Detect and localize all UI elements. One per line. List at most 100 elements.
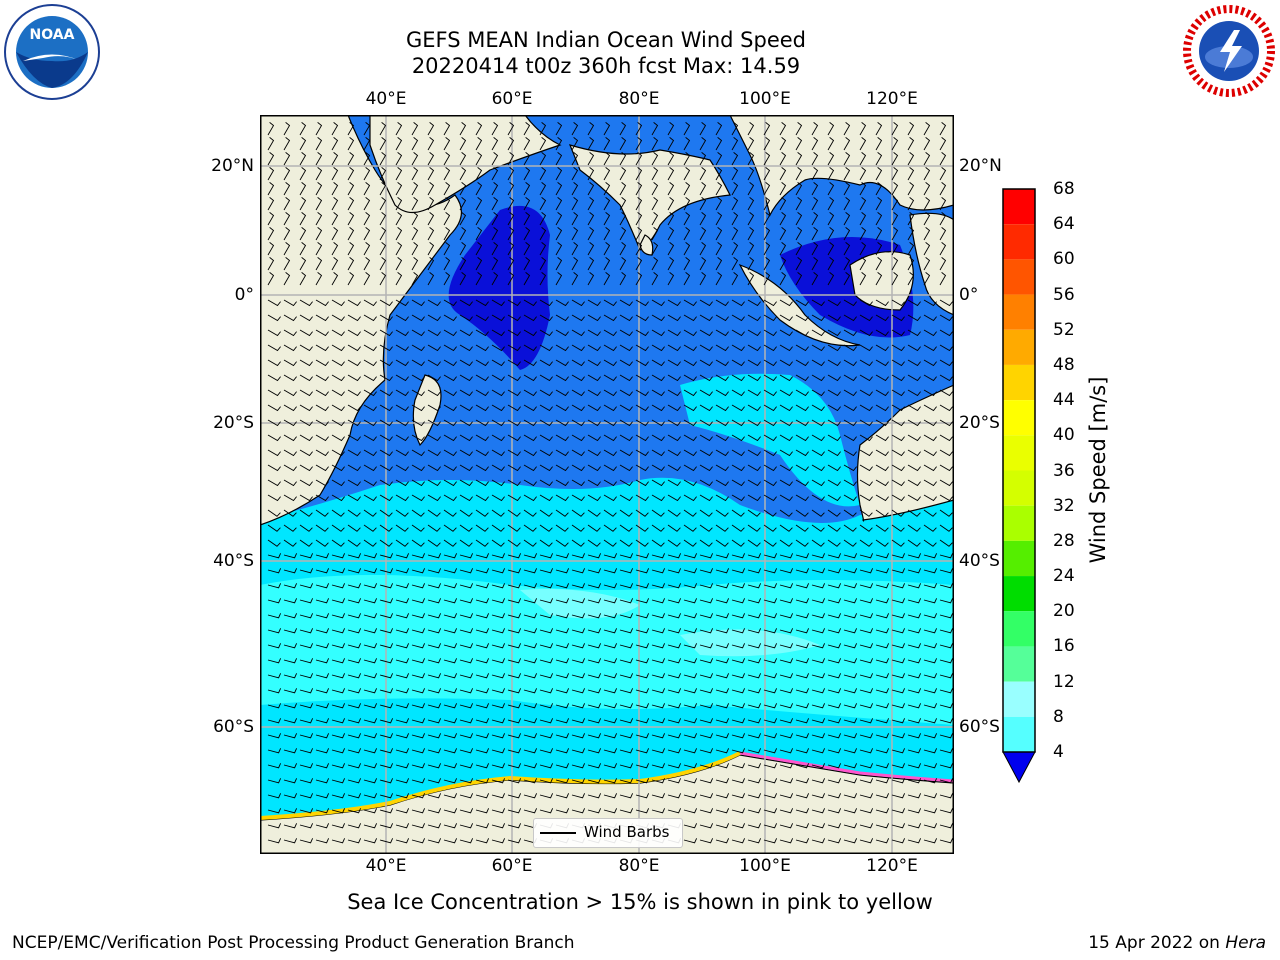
wind-barb xyxy=(427,227,435,241)
wind-barb xyxy=(331,212,339,226)
wind-barb xyxy=(875,524,889,532)
wind-barb xyxy=(779,808,794,814)
wind-barb xyxy=(907,568,922,574)
wind-barb xyxy=(939,299,953,307)
wind-barb xyxy=(939,553,954,559)
wind-barb xyxy=(523,568,538,574)
wind-barb xyxy=(539,152,547,166)
wind-barb xyxy=(939,823,954,829)
wind-barb xyxy=(683,314,697,322)
wind-barb xyxy=(555,613,570,619)
wind-barb xyxy=(635,242,643,256)
wind-barb xyxy=(379,374,393,382)
wind-barb xyxy=(315,314,329,322)
wind-barb xyxy=(267,718,282,724)
wind-barb xyxy=(475,257,483,271)
wind-barb xyxy=(571,509,585,517)
wind-barb xyxy=(315,227,323,241)
wind-barb xyxy=(891,658,906,664)
wind-barb xyxy=(859,212,867,226)
wind-barb xyxy=(427,479,441,487)
wind-barb xyxy=(763,613,778,619)
wind-barb xyxy=(859,733,874,739)
wind-barb xyxy=(331,314,345,322)
wind-barb xyxy=(443,122,451,136)
wind-barb xyxy=(891,227,899,241)
wind-barb xyxy=(523,763,538,769)
wind-barb xyxy=(683,673,698,679)
wind-barb xyxy=(571,553,586,559)
wind-barb xyxy=(299,598,314,604)
wind-barb xyxy=(587,613,602,619)
wind-barb xyxy=(363,272,371,286)
wind-barb xyxy=(347,748,362,754)
wind-barb xyxy=(427,419,441,427)
wind-barb xyxy=(587,598,602,604)
wind-barb xyxy=(491,628,506,634)
wind-barb xyxy=(683,808,698,814)
wind-barb xyxy=(619,539,633,547)
wind-barb xyxy=(603,568,618,574)
wind-barb xyxy=(779,137,787,151)
wind-barb xyxy=(811,197,819,211)
wind-barb xyxy=(827,688,842,694)
wind-barb xyxy=(475,479,489,487)
wind-barb xyxy=(283,688,298,694)
wind-barb xyxy=(779,359,793,367)
wind-barb xyxy=(747,688,762,694)
wind-barb xyxy=(331,793,346,799)
wind-barb xyxy=(475,137,483,151)
wind-barb xyxy=(427,494,441,502)
wind-barb xyxy=(651,227,659,241)
wind-barb xyxy=(731,718,746,724)
wind-barb xyxy=(795,122,803,136)
wind-barb xyxy=(427,688,442,694)
wind-barb xyxy=(827,167,835,181)
wind-barb xyxy=(395,733,410,739)
wind-barb xyxy=(635,658,650,664)
wind-barb xyxy=(859,658,874,664)
wind-barb xyxy=(555,152,563,166)
wind-barb xyxy=(587,673,602,679)
wind-barb xyxy=(379,212,387,226)
wind-barb xyxy=(603,703,618,709)
wind-barb xyxy=(331,449,345,457)
wind-barb xyxy=(747,299,761,307)
wind-barb xyxy=(891,509,905,517)
wind-barb xyxy=(507,272,515,286)
wind-barb xyxy=(459,257,467,271)
lon-tick-top: 60°E xyxy=(491,89,533,109)
wind-barb xyxy=(555,212,563,226)
wind-barb xyxy=(875,703,890,709)
wind-barb xyxy=(907,197,915,211)
wind-barb xyxy=(555,539,569,547)
wind-barb xyxy=(459,598,474,604)
wind-barb xyxy=(363,673,378,679)
wind-barb xyxy=(891,449,905,457)
wind-barb xyxy=(843,344,857,352)
wind-barb xyxy=(875,152,883,166)
wind-barb xyxy=(459,583,474,589)
wind-barb xyxy=(875,793,890,799)
wind-barb xyxy=(459,227,467,241)
wind-barb xyxy=(699,167,707,181)
wind-barb xyxy=(859,389,873,397)
wind-barb xyxy=(779,763,794,769)
wind-barb xyxy=(635,389,649,397)
wind-barb xyxy=(651,808,666,814)
wind-barb xyxy=(299,524,313,532)
wind-barb xyxy=(827,568,842,574)
wind-barb xyxy=(283,212,291,226)
wind-barb xyxy=(923,494,937,502)
wind-barb xyxy=(795,272,803,286)
wind-barb xyxy=(411,703,426,709)
colorbar-segment xyxy=(1003,364,1035,401)
wind-barb xyxy=(395,257,403,271)
wind-barb xyxy=(795,598,810,604)
wind-barb xyxy=(539,598,554,604)
wind-barb xyxy=(443,673,458,679)
wind-barb xyxy=(587,658,602,664)
wind-barb xyxy=(923,299,937,307)
colorbar-tick: 16 xyxy=(1053,636,1075,657)
wind-barb xyxy=(779,122,787,136)
